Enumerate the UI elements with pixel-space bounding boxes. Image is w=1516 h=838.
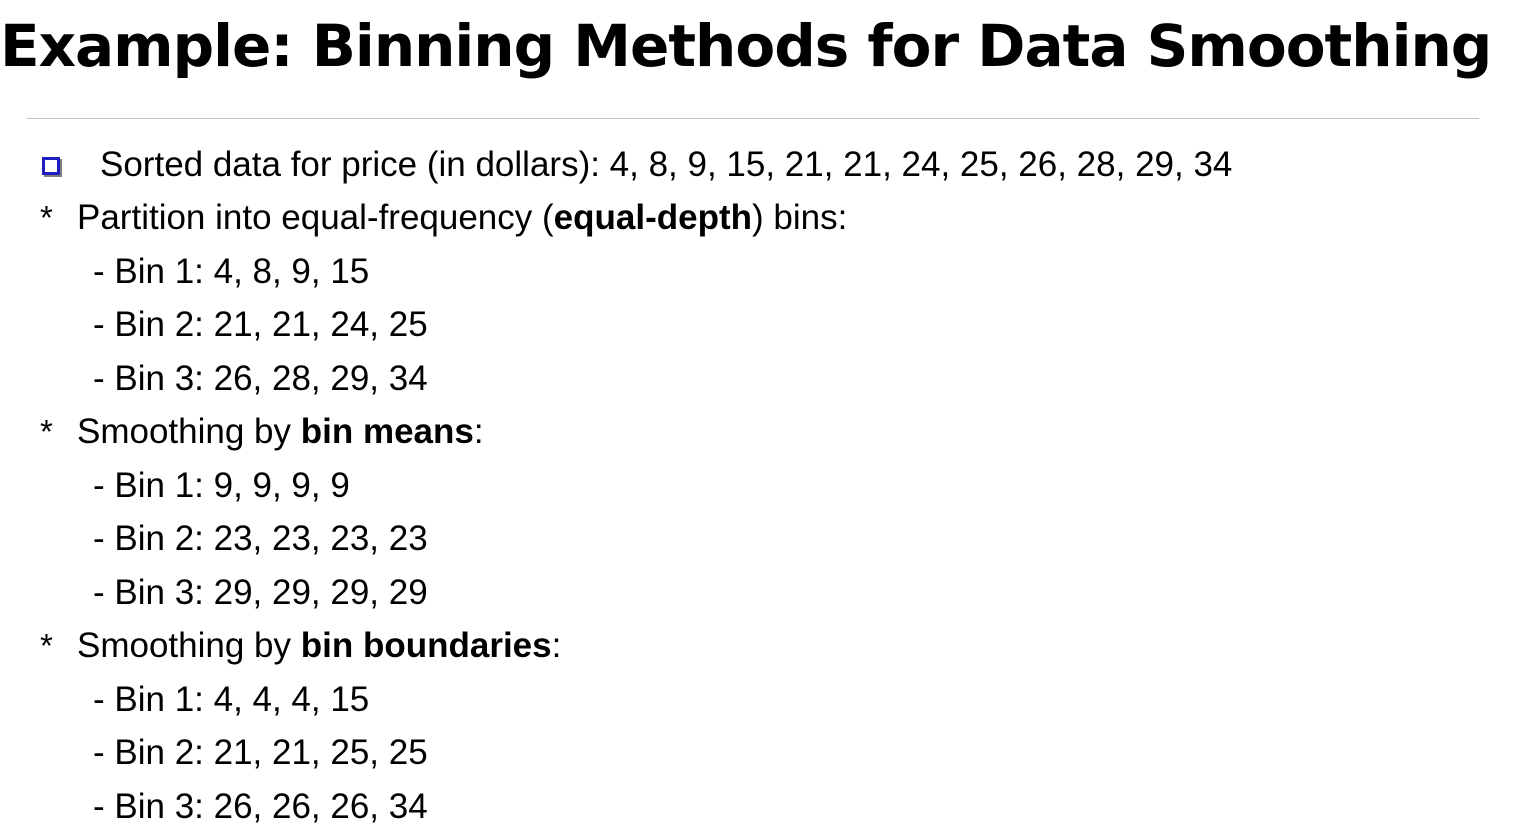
slide-title: Example: Binning Methods for Data Smooth… xyxy=(0,12,1492,80)
intro-line: Sorted data for price (in dollars): 4, 8… xyxy=(100,145,1233,184)
title-divider xyxy=(27,118,1479,119)
asterisk-bullet: * xyxy=(40,627,53,664)
bin-line: - Bin 1: 4, 4, 4, 15 xyxy=(93,680,370,719)
bin-line: - Bin 2: 23, 23, 23, 23 xyxy=(93,519,428,558)
bin-line: - Bin 1: 4, 8, 9, 15 xyxy=(93,252,370,291)
bin-line: - Bin 1: 9, 9, 9, 9 xyxy=(93,466,350,505)
asterisk-bullet: * xyxy=(40,199,53,236)
asterisk-bullet: * xyxy=(40,413,53,450)
section-heading-boundaries: Smoothing by bin boundaries: xyxy=(77,626,562,665)
bin-line: - Bin 3: 29, 29, 29, 29 xyxy=(93,573,428,612)
bin-line: - Bin 3: 26, 26, 26, 34 xyxy=(93,787,428,826)
section-heading-partition: Partition into equal-frequency (equal-de… xyxy=(77,198,848,237)
bin-line: - Bin 3: 26, 28, 29, 34 xyxy=(93,359,428,398)
square-bullet-icon xyxy=(42,157,60,175)
bin-line: - Bin 2: 21, 21, 25, 25 xyxy=(93,733,428,772)
bin-line: - Bin 2: 21, 21, 24, 25 xyxy=(93,305,428,344)
section-heading-means: Smoothing by bin means: xyxy=(77,412,484,451)
